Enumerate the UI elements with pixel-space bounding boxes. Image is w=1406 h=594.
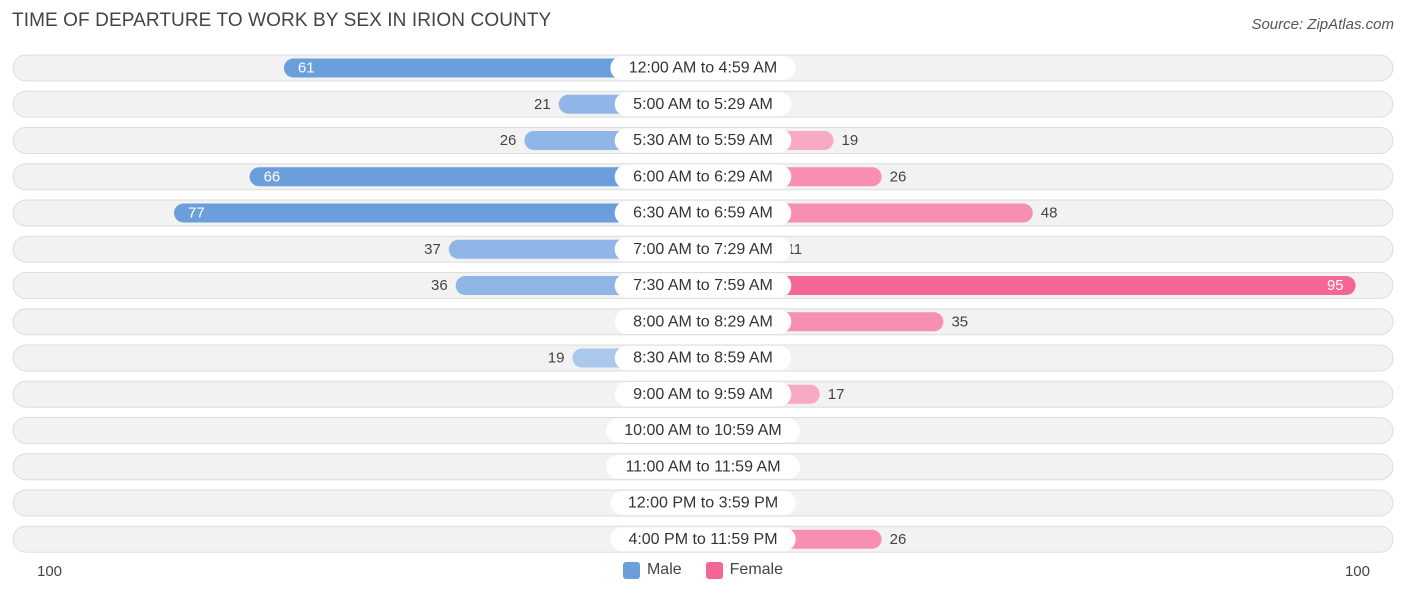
bar-male (283, 58, 703, 78)
category-label: 6:30 AM to 6:59 AM (633, 205, 773, 222)
category-label: 4:00 PM to 11:59 PM (628, 531, 777, 548)
axis-label-left: 100 (37, 563, 63, 580)
value-label-female: 26 (890, 168, 907, 185)
category-label-background (614, 92, 792, 117)
legend-swatch-male (622, 561, 640, 579)
category-label: 7:30 AM to 7:59 AM (633, 277, 773, 294)
category-label: 10:00 AM to 10:59 AM (624, 422, 781, 439)
value-label-male: 61 (298, 60, 315, 77)
bar-female (703, 276, 1356, 295)
value-label-female: 35 (951, 313, 968, 330)
legend: Male Female (0, 561, 1406, 579)
category-label-background (610, 527, 796, 552)
category-label-background (606, 454, 800, 479)
category-label: 8:30 AM to 8:59 AM (633, 350, 773, 367)
legend-swatch-female (705, 561, 723, 579)
value-label-male: 37 (424, 241, 441, 258)
bar-male (174, 203, 703, 223)
legend-item-male[interactable]: Male (622, 561, 682, 579)
category-label-background (606, 418, 800, 443)
value-label-male: 77 (188, 205, 205, 222)
category-label: 9:00 AM to 9:59 AM (633, 386, 773, 403)
value-label-female: 48 (1041, 205, 1058, 222)
value-label-male: 19 (548, 350, 565, 367)
category-label-background (614, 309, 792, 334)
value-label-male: 36 (431, 277, 448, 294)
category-label-background (614, 273, 792, 298)
category-label: 7:00 AM to 7:29 AM (633, 241, 773, 258)
category-label-background (614, 201, 792, 225)
category-label: 5:30 AM to 5:59 AM (633, 132, 773, 149)
legend-label-female: Female (729, 561, 784, 578)
value-label-female: 26 (890, 531, 907, 548)
value-label-female: 19 (842, 132, 859, 149)
bar-male (249, 167, 703, 187)
category-label-background (614, 237, 792, 262)
category-label: 6:00 AM to 6:29 AM (633, 168, 773, 185)
category-label-background (614, 346, 792, 370)
legend-item-female[interactable]: Female (705, 561, 784, 579)
value-label-female: 17 (828, 386, 845, 403)
chart-source: Source: ZipAtlas.com (1251, 16, 1394, 33)
category-label-background (610, 56, 796, 80)
value-label-male: 26 (500, 132, 517, 149)
category-label: 12:00 PM to 3:59 PM (628, 495, 778, 512)
category-label: 11:00 AM to 11:59 AM (625, 458, 780, 475)
axis-label-right: 100 (1344, 563, 1370, 580)
value-label-male: 21 (534, 96, 551, 113)
category-label-background (614, 382, 792, 407)
chart-title: TIME OF DEPARTURE TO WORK BY SEX IN IRIO… (12, 10, 552, 31)
category-label: 5:00 AM to 5:29 AM (633, 96, 773, 113)
category-label-background (610, 491, 796, 515)
category-label-background (614, 164, 792, 189)
category-label-background (614, 128, 792, 153)
value-label-male: 66 (264, 168, 281, 185)
category-label: 8:00 AM to 8:29 AM (633, 313, 773, 330)
category-label: 12:00 AM to 4:59 AM (629, 60, 778, 77)
legend-label-male: Male (646, 561, 682, 578)
value-label-female: 95 (1327, 277, 1344, 294)
